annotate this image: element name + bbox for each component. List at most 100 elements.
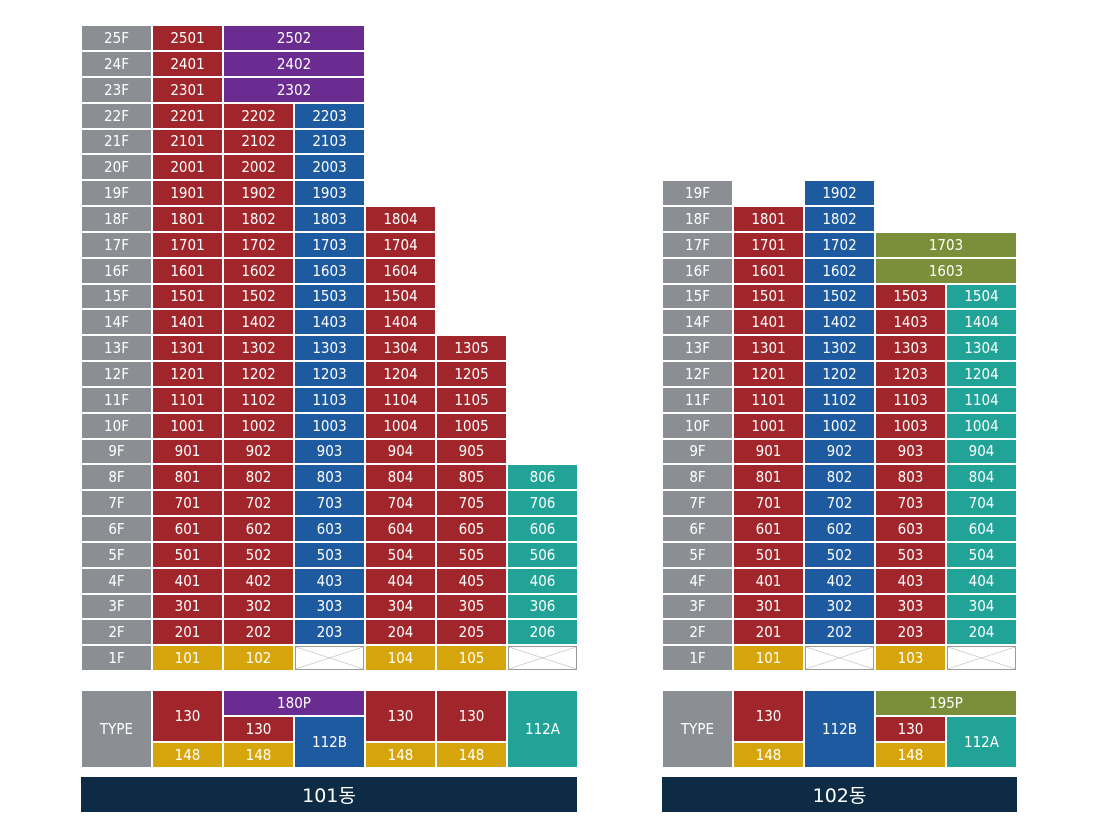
unit-501[interactable]: 501 (152, 541, 223, 568)
unit-403[interactable]: 403 (875, 567, 946, 594)
unit-905[interactable]: 905 (436, 438, 507, 465)
unit-1601[interactable]: 1601 (733, 257, 804, 284)
unit-402[interactable]: 402 (223, 567, 294, 594)
unit-502[interactable]: 502 (804, 541, 875, 568)
unit-704[interactable]: 704 (946, 490, 1017, 517)
unit-205[interactable]: 205 (436, 619, 507, 646)
unit-1404[interactable]: 1404 (946, 309, 1017, 336)
unit-1702[interactable]: 1702 (223, 231, 294, 258)
unit-301[interactable]: 301 (152, 593, 223, 620)
unit-101[interactable]: 101 (152, 645, 223, 671)
unit-1103[interactable]: 1103 (294, 386, 365, 413)
unit-603[interactable]: 603 (294, 516, 365, 542)
unit-802[interactable]: 802 (804, 464, 875, 491)
unit-204[interactable]: 204 (946, 619, 1017, 646)
unit-803[interactable]: 803 (294, 464, 365, 491)
unit-102[interactable]: 102 (223, 645, 294, 671)
unit-1004[interactable]: 1004 (365, 412, 436, 439)
unit-1901[interactable]: 1901 (152, 180, 223, 207)
unit-1603[interactable]: 1603 (875, 257, 1017, 284)
unit-1204[interactable]: 1204 (946, 361, 1017, 387)
unit-1104[interactable]: 1104 (365, 386, 436, 413)
unit-2003[interactable]: 2003 (294, 154, 365, 181)
unit-604[interactable]: 604 (946, 516, 1017, 542)
unit-704[interactable]: 704 (365, 490, 436, 517)
unit-1004[interactable]: 1004 (946, 412, 1017, 439)
unit-603[interactable]: 603 (875, 516, 946, 542)
unit-1603[interactable]: 1603 (294, 257, 365, 284)
unit-2301[interactable]: 2301 (152, 76, 223, 103)
unit-1101[interactable]: 1101 (152, 386, 223, 413)
unit-702[interactable]: 702 (223, 490, 294, 517)
unit-202[interactable]: 202 (223, 619, 294, 646)
unit-203[interactable]: 203 (294, 619, 365, 646)
unit-1201[interactable]: 1201 (152, 361, 223, 387)
unit-306[interactable]: 306 (507, 593, 578, 620)
unit-2401[interactable]: 2401 (152, 51, 223, 77)
unit-1103[interactable]: 1103 (875, 386, 946, 413)
unit-1701[interactable]: 1701 (152, 231, 223, 258)
unit-702[interactable]: 702 (804, 490, 875, 517)
unit-1105[interactable]: 1105 (436, 386, 507, 413)
unit-1101[interactable]: 1101 (733, 386, 804, 413)
unit-1503[interactable]: 1503 (294, 283, 365, 310)
unit-1604[interactable]: 1604 (365, 257, 436, 284)
unit-301[interactable]: 301 (733, 593, 804, 620)
unit-804[interactable]: 804 (365, 464, 436, 491)
unit-1703[interactable]: 1703 (875, 231, 1017, 258)
unit-1602[interactable]: 1602 (804, 257, 875, 284)
unit-1304[interactable]: 1304 (946, 335, 1017, 362)
unit-703[interactable]: 703 (875, 490, 946, 517)
unit-904[interactable]: 904 (946, 438, 1017, 465)
unit-502[interactable]: 502 (223, 541, 294, 568)
unit-2001[interactable]: 2001 (152, 154, 223, 181)
unit-601[interactable]: 601 (152, 516, 223, 542)
unit-2102[interactable]: 2102 (223, 128, 294, 155)
unit-1203[interactable]: 1203 (294, 361, 365, 387)
unit-901[interactable]: 901 (733, 438, 804, 465)
unit-104[interactable]: 104 (365, 645, 436, 671)
unit-806[interactable]: 806 (507, 464, 578, 491)
unit-1003[interactable]: 1003 (294, 412, 365, 439)
unit-1501[interactable]: 1501 (152, 283, 223, 310)
unit-1001[interactable]: 1001 (152, 412, 223, 439)
unit-506[interactable]: 506 (507, 541, 578, 568)
unit-501[interactable]: 501 (733, 541, 804, 568)
unit-1303[interactable]: 1303 (294, 335, 365, 362)
unit-1801[interactable]: 1801 (733, 206, 804, 232)
unit-1003[interactable]: 1003 (875, 412, 946, 439)
unit-706[interactable]: 706 (507, 490, 578, 517)
unit-602[interactable]: 602 (804, 516, 875, 542)
unit-2002[interactable]: 2002 (223, 154, 294, 181)
unit-1005[interactable]: 1005 (436, 412, 507, 439)
unit-1401[interactable]: 1401 (733, 309, 804, 336)
unit-503[interactable]: 503 (294, 541, 365, 568)
unit-1104[interactable]: 1104 (946, 386, 1017, 413)
unit-201[interactable]: 201 (152, 619, 223, 646)
unit-703[interactable]: 703 (294, 490, 365, 517)
unit-1504[interactable]: 1504 (365, 283, 436, 310)
unit-1601[interactable]: 1601 (152, 257, 223, 284)
unit-801[interactable]: 801 (152, 464, 223, 491)
unit-1504[interactable]: 1504 (946, 283, 1017, 310)
unit-802[interactable]: 802 (223, 464, 294, 491)
unit-2203[interactable]: 2203 (294, 102, 365, 129)
unit-2402[interactable]: 2402 (223, 51, 365, 77)
unit-904[interactable]: 904 (365, 438, 436, 465)
unit-903[interactable]: 903 (875, 438, 946, 465)
unit-604[interactable]: 604 (365, 516, 436, 542)
unit-204[interactable]: 204 (365, 619, 436, 646)
unit-201[interactable]: 201 (733, 619, 804, 646)
unit-504[interactable]: 504 (946, 541, 1017, 568)
unit-404[interactable]: 404 (365, 567, 436, 594)
unit-206[interactable]: 206 (507, 619, 578, 646)
unit-2101[interactable]: 2101 (152, 128, 223, 155)
unit-1802[interactable]: 1802 (804, 206, 875, 232)
unit-1404[interactable]: 1404 (365, 309, 436, 336)
unit-1503[interactable]: 1503 (875, 283, 946, 310)
unit-602[interactable]: 602 (223, 516, 294, 542)
unit-2202[interactable]: 2202 (223, 102, 294, 129)
unit-1501[interactable]: 1501 (733, 283, 804, 310)
unit-1903[interactable]: 1903 (294, 180, 365, 207)
unit-903[interactable]: 903 (294, 438, 365, 465)
